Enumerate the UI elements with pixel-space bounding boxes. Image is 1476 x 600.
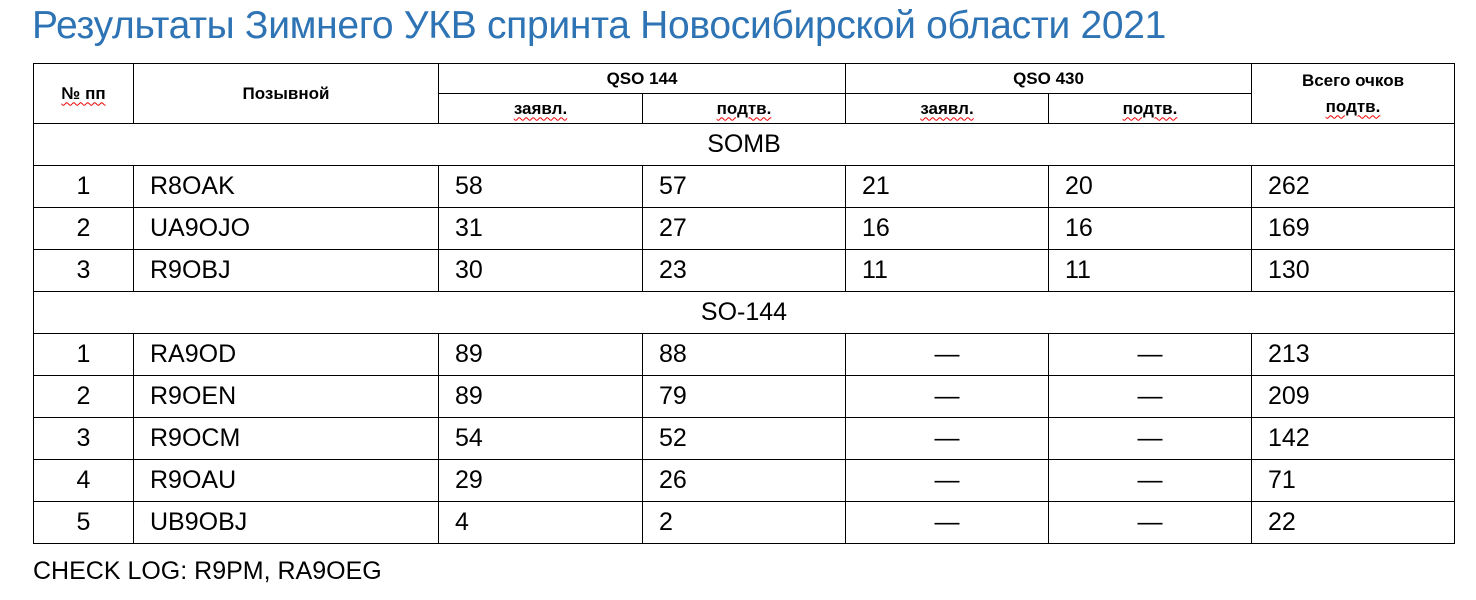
table-row: 5 UB9OBJ 4 2— —22 [33,501,1455,544]
cell-num: 4 [33,459,134,502]
cell-q430-confirmed: — [1048,417,1252,460]
cell-num: 1 [33,333,134,376]
cell-q430-claimed: — [845,459,1049,502]
cell-q430-confirmed: 20 [1048,165,1252,208]
cell-callsign: R9OCM [133,417,439,460]
table-row: 2 UA9OJO 31 27 16 16 169 [33,207,1455,250]
cell-q144-confirmed: 57 [642,165,846,208]
header-total-line1: Всего очков [1301,70,1405,90]
cell-callsign: R8OAK [133,165,439,208]
cell-q144-confirmed: 23 [642,249,846,292]
cell-q430-confirmed: — [1048,501,1252,544]
cell-num: 5 [33,501,134,544]
section-row: SO-144 [33,291,1455,334]
header-q430-confirmed: подтв. [1048,93,1252,124]
table-row: 3 R9OBJ 30 23 11 11 130 [33,249,1455,292]
cell-q144-confirmed: 2 [642,501,846,544]
cell-num: 1 [33,165,134,208]
cell-q430-confirmed: — [1048,375,1252,418]
results-table: № пп Позывной QSO 144 QSO 430 Всего очко… [33,63,1455,544]
table-row: 3 R9OCM 54 52— —142 [33,417,1455,460]
cell-total: 130 [1251,249,1455,292]
check-log-note: CHECK LOG: R9PM, RA9OEG [33,557,382,585]
cell-q430-confirmed: — [1048,459,1252,502]
cell-q430-claimed: 16 [845,207,1049,250]
cell-total: 213 [1251,333,1455,376]
page-title: Результаты Зимнего УКВ спринта Новосибир… [32,4,1167,47]
cell-total: 262 [1251,165,1455,208]
cell-q144-claimed: 29 [438,459,643,502]
cell-q430-claimed: 21 [845,165,1049,208]
cell-q144-claimed: 4 [438,501,643,544]
cell-q144-claimed: 54 [438,417,643,460]
cell-num: 3 [33,249,134,292]
cell-callsign: UA9OJO [133,207,439,250]
header-total: Всего очков подтв. [1251,63,1455,124]
table-row: 2 R9OEN 89 79— —209 [33,375,1455,418]
cell-q144-claimed: 89 [438,375,643,418]
cell-q430-confirmed: 16 [1048,207,1252,250]
table-row: 1 R8OAK 58 57 21 20 262 [33,165,1455,208]
section-title: SOMB [33,123,1455,166]
cell-q144-claimed: 31 [438,207,643,250]
cell-q144-confirmed: 52 [642,417,846,460]
cell-total: 209 [1251,375,1455,418]
cell-num: 2 [33,207,134,250]
cell-callsign: UB9OBJ [133,501,439,544]
cell-num: 2 [33,375,134,418]
section-row: SOMB [33,123,1455,166]
cell-callsign: RA9OD [133,333,439,376]
cell-callsign: R9OBJ [133,249,439,292]
cell-q430-claimed: — [845,501,1049,544]
cell-callsign: R9OAU [133,459,439,502]
section-title: SO-144 [33,291,1455,334]
header-total-line2: подтв. [1325,96,1381,116]
header-q144-claimed: заявл. [438,93,643,124]
table-row: 1 RA9OD 89 88— —213 [33,333,1455,376]
header-callsign: Позывной [133,63,439,124]
cell-q144-claimed: 89 [438,333,643,376]
cell-q144-confirmed: 27 [642,207,846,250]
header-qso430: QSO 430 [845,63,1252,94]
cell-q430-claimed: 11 [845,249,1049,292]
header-q430-claimed: заявл. [845,93,1049,124]
cell-total: 142 [1251,417,1455,460]
cell-q144-confirmed: 88 [642,333,846,376]
cell-total: 22 [1251,501,1455,544]
header-num: № пп [33,63,134,124]
table-row: 4 R9OAU 29 26— —71 [33,459,1455,502]
cell-q430-claimed: — [845,417,1049,460]
cell-total: 169 [1251,207,1455,250]
cell-q144-confirmed: 26 [642,459,846,502]
cell-callsign: R9OEN [133,375,439,418]
cell-q430-claimed: — [845,375,1049,418]
cell-q430-claimed: — [845,333,1049,376]
cell-q144-confirmed: 79 [642,375,846,418]
cell-num: 3 [33,417,134,460]
cell-q430-confirmed: 11 [1048,249,1252,292]
cell-q430-confirmed: — [1048,333,1252,376]
header-qso144: QSO 144 [438,63,846,94]
cell-q144-claimed: 58 [438,165,643,208]
table-body: SOMB 1 R8OAK 58 57 21 20 262 2 UA9OJO 31 27 16 16 169 3… [33,123,1455,544]
cell-total: 71 [1251,459,1455,502]
cell-q144-claimed: 30 [438,249,643,292]
header-q144-confirmed: подтв. [642,93,846,124]
